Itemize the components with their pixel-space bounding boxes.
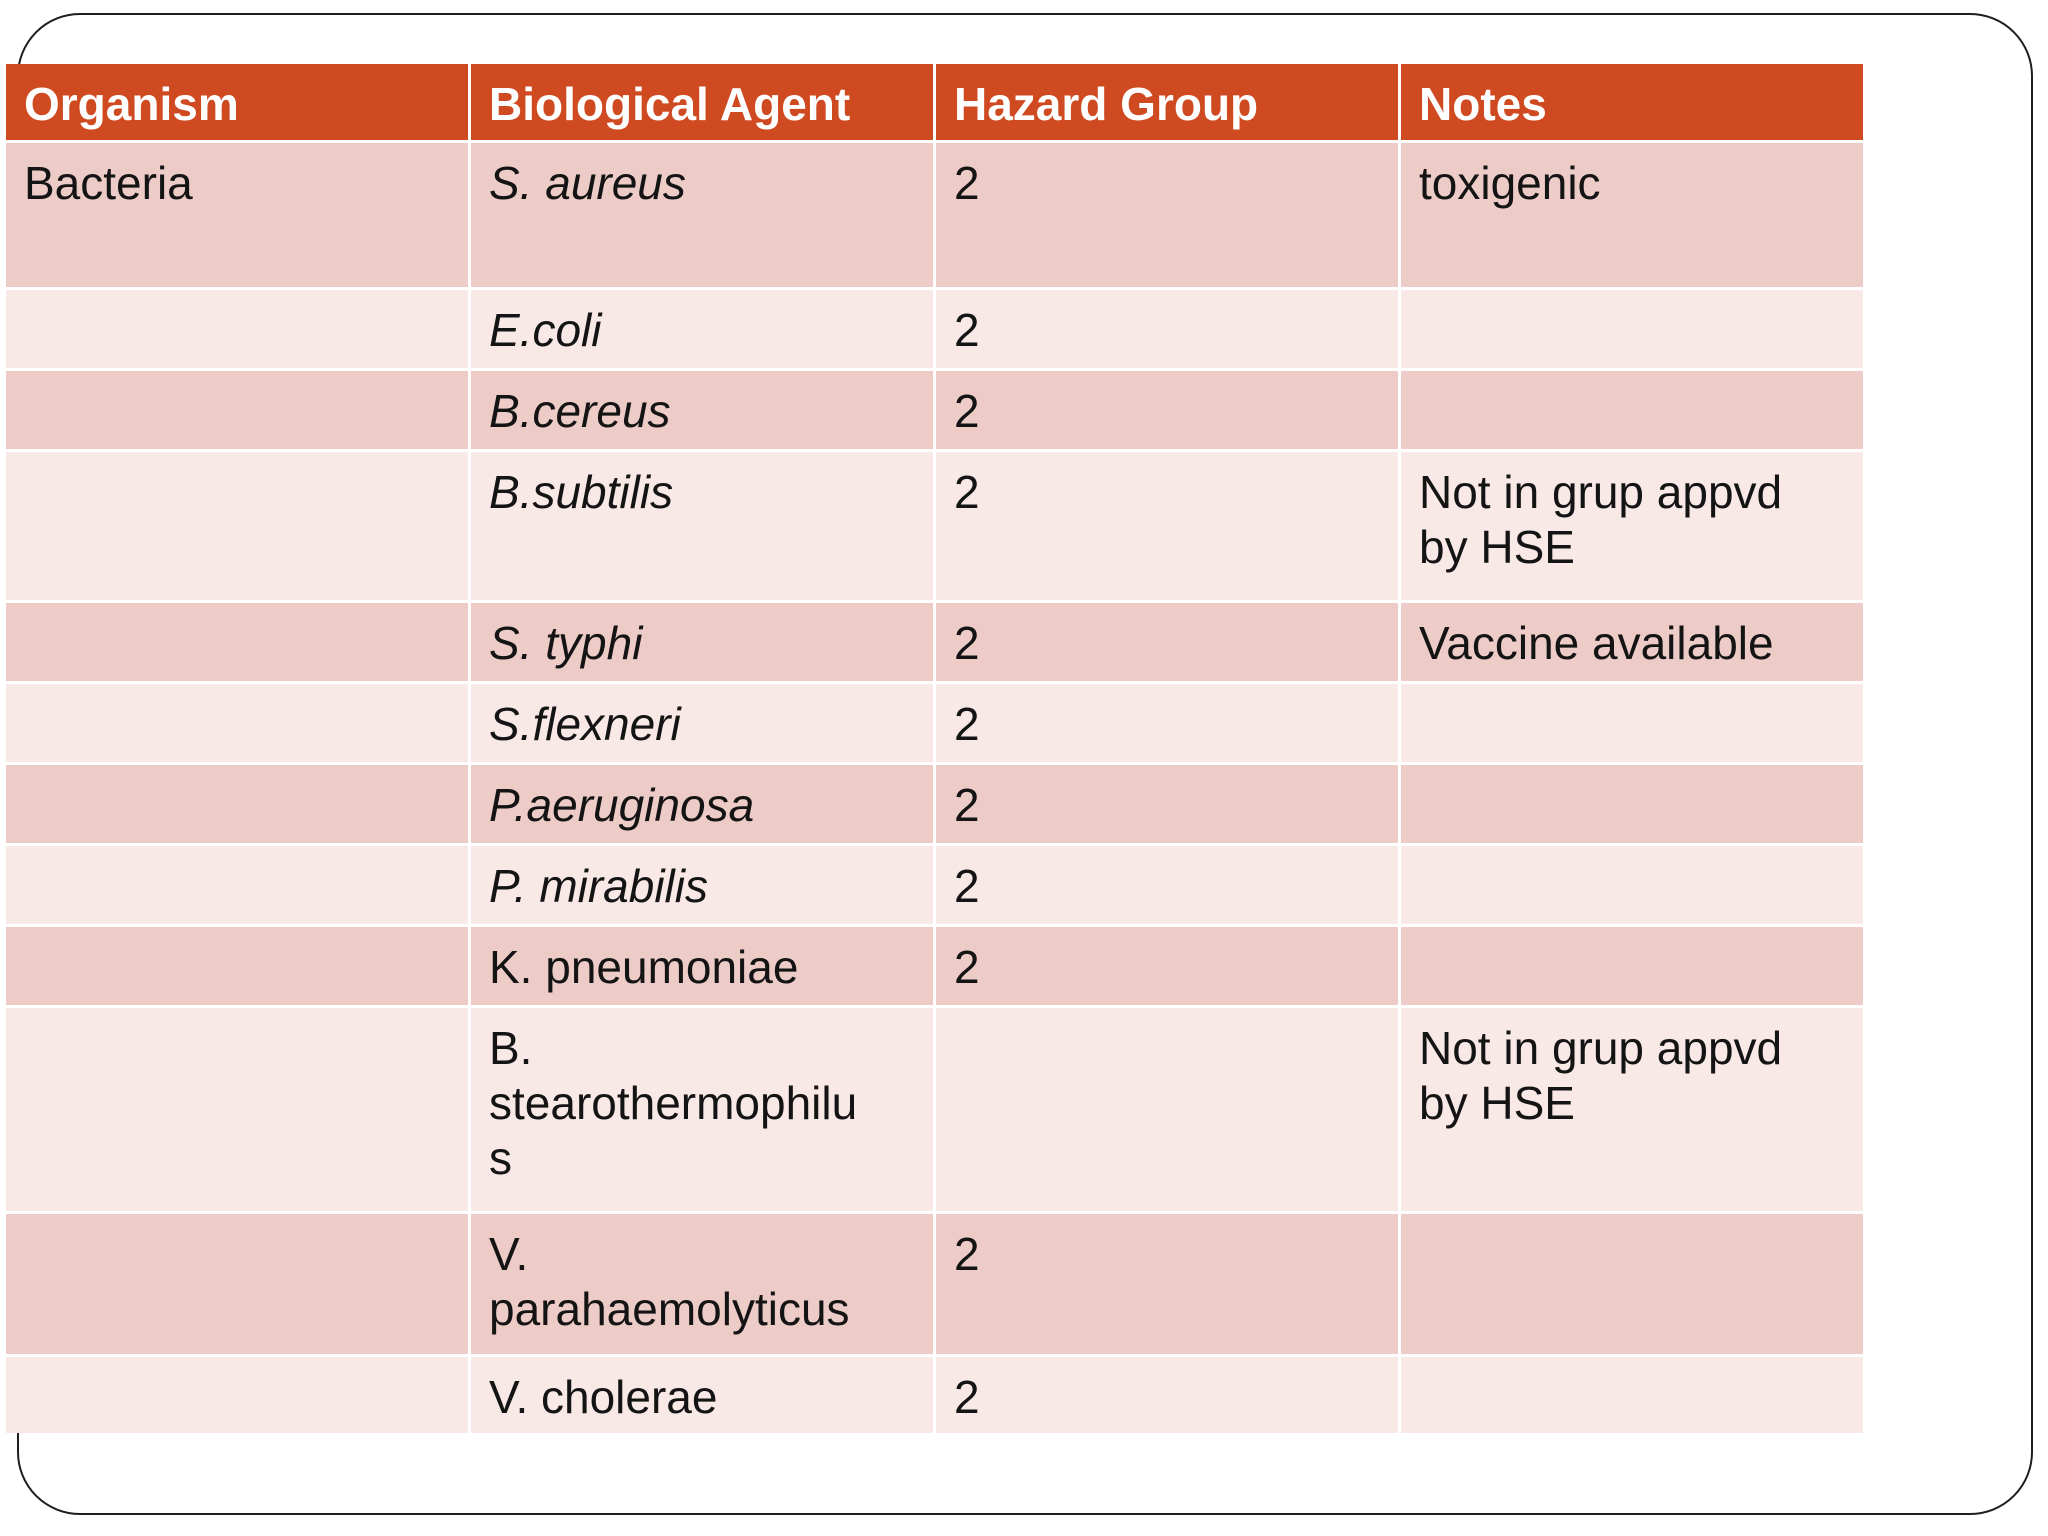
cell-hazard-group: 2 bbox=[936, 371, 1398, 449]
cell-hazard-group: 2 bbox=[936, 684, 1398, 762]
cell-organism bbox=[6, 290, 468, 368]
hazard-table: Organism Biological Agent Hazard Group N… bbox=[6, 64, 1863, 1433]
column-header-biological-agent: Biological Agent bbox=[471, 64, 933, 140]
cell-biological-agent: P.aeruginosa bbox=[471, 765, 933, 843]
cell-hazard-group: 2 bbox=[936, 452, 1398, 600]
cell-biological-agent: S.flexneri bbox=[471, 684, 933, 762]
cell-notes: Vaccine available bbox=[1401, 603, 1863, 681]
cell-biological-agent: B. stearothermophilus bbox=[471, 1008, 933, 1211]
column-header-notes: Notes bbox=[1401, 64, 1863, 140]
cell-notes bbox=[1401, 290, 1863, 368]
cell-biological-agent: B.cereus bbox=[471, 371, 933, 449]
cell-hazard-group: 2 bbox=[936, 290, 1398, 368]
cell-hazard-group bbox=[936, 1008, 1398, 1211]
cell-organism bbox=[6, 371, 468, 449]
cell-notes bbox=[1401, 1357, 1863, 1433]
cell-notes: toxigenic bbox=[1401, 143, 1863, 287]
cell-notes bbox=[1401, 1214, 1863, 1354]
cell-hazard-group: 2 bbox=[936, 143, 1398, 287]
cell-biological-agent: V. parahaemolyticus bbox=[471, 1214, 933, 1354]
cell-biological-agent: B.subtilis bbox=[471, 452, 933, 600]
cell-hazard-group: 2 bbox=[936, 927, 1398, 1005]
cell-biological-agent: S. aureus bbox=[471, 143, 933, 287]
column-header-organism: Organism bbox=[6, 64, 468, 140]
cell-organism bbox=[6, 603, 468, 681]
cell-hazard-group: 2 bbox=[936, 846, 1398, 924]
cell-notes bbox=[1401, 765, 1863, 843]
cell-biological-agent: E.coli bbox=[471, 290, 933, 368]
cell-biological-agent: S. typhi bbox=[471, 603, 933, 681]
cell-hazard-group: 2 bbox=[936, 1357, 1398, 1433]
cell-organism bbox=[6, 1357, 468, 1433]
cell-hazard-group: 2 bbox=[936, 603, 1398, 681]
cell-notes: Not in grup appvd by HSE bbox=[1401, 1008, 1863, 1211]
cell-organism bbox=[6, 1008, 468, 1211]
cell-notes bbox=[1401, 927, 1863, 1005]
cell-notes bbox=[1401, 371, 1863, 449]
cell-notes bbox=[1401, 846, 1863, 924]
cell-organism bbox=[6, 684, 468, 762]
cell-notes: Not in grup appvd by HSE bbox=[1401, 452, 1863, 600]
cell-biological-agent: P. mirabilis bbox=[471, 846, 933, 924]
cell-organism bbox=[6, 1214, 468, 1354]
cell-hazard-group: 2 bbox=[936, 765, 1398, 843]
cell-organism bbox=[6, 846, 468, 924]
cell-organism bbox=[6, 765, 468, 843]
cell-biological-agent: V. cholerae bbox=[471, 1357, 933, 1433]
cell-hazard-group: 2 bbox=[936, 1214, 1398, 1354]
column-header-hazard-group: Hazard Group bbox=[936, 64, 1398, 140]
cell-notes bbox=[1401, 684, 1863, 762]
cell-biological-agent: K. pneumoniae bbox=[471, 927, 933, 1005]
cell-organism: Bacteria bbox=[6, 143, 468, 287]
cell-organism bbox=[6, 452, 468, 600]
cell-organism bbox=[6, 927, 468, 1005]
